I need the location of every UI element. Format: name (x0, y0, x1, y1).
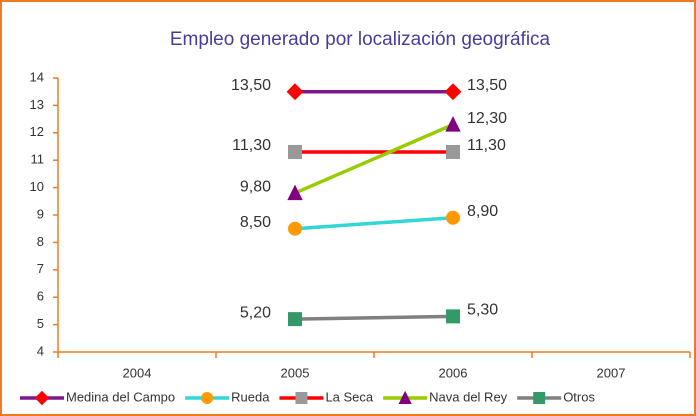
marker (446, 309, 460, 324)
legend-label: Rueda (231, 389, 270, 404)
data-label: 8,90 (467, 203, 498, 220)
y-tick-label: 8 (37, 234, 44, 249)
legend-label: La Seca (325, 389, 373, 404)
legend-label: Nava del Rey (429, 389, 508, 404)
data-label: 5,20 (240, 304, 271, 321)
x-tick-label: 2007 (597, 365, 626, 380)
data-label: 13,50 (467, 77, 507, 94)
data-label: 12,30 (467, 110, 507, 127)
y-tick-label: 11 (31, 152, 45, 167)
x-tick-label: 2004 (123, 365, 152, 380)
data-label: 11,30 (467, 137, 506, 154)
data-label: 9,80 (240, 178, 271, 195)
x-tick-label: 2005 (281, 365, 310, 380)
chart-title: Empleo generado por localización geográf… (170, 29, 551, 50)
series-line (294, 314, 454, 321)
y-tick-label: 4 (37, 343, 44, 358)
data-label: 13,50 (231, 77, 271, 94)
data-label: 5,30 (467, 302, 498, 319)
y-tick-label: 5 (37, 316, 44, 331)
data-label: 8,50 (240, 214, 271, 231)
marker (444, 83, 462, 101)
y-tick-label: 14 (30, 69, 44, 84)
marker (286, 83, 304, 101)
y-tick-label: 12 (30, 124, 44, 139)
marker (446, 210, 460, 225)
marker (295, 392, 308, 404)
series-line (294, 122, 454, 195)
marker (445, 116, 461, 132)
marker (533, 392, 546, 404)
marker (288, 312, 302, 327)
y-tick-label: 9 (37, 206, 44, 221)
legend-label: Medina del Campo (66, 389, 175, 404)
x-tick-label: 2006 (439, 365, 468, 380)
marker (446, 144, 460, 159)
y-tick-label: 7 (37, 261, 44, 276)
series-line (294, 215, 454, 231)
data-label: 11,30 (232, 137, 271, 154)
y-tick-label: 6 (37, 289, 44, 304)
legend-label: Otros (563, 389, 595, 404)
marker (287, 184, 303, 201)
y-tick-label: 10 (30, 179, 44, 194)
y-tick-label: 13 (30, 97, 44, 112)
marker (34, 390, 50, 406)
marker (201, 392, 214, 404)
marker (398, 390, 412, 404)
marker (288, 221, 302, 236)
marker (288, 144, 302, 159)
